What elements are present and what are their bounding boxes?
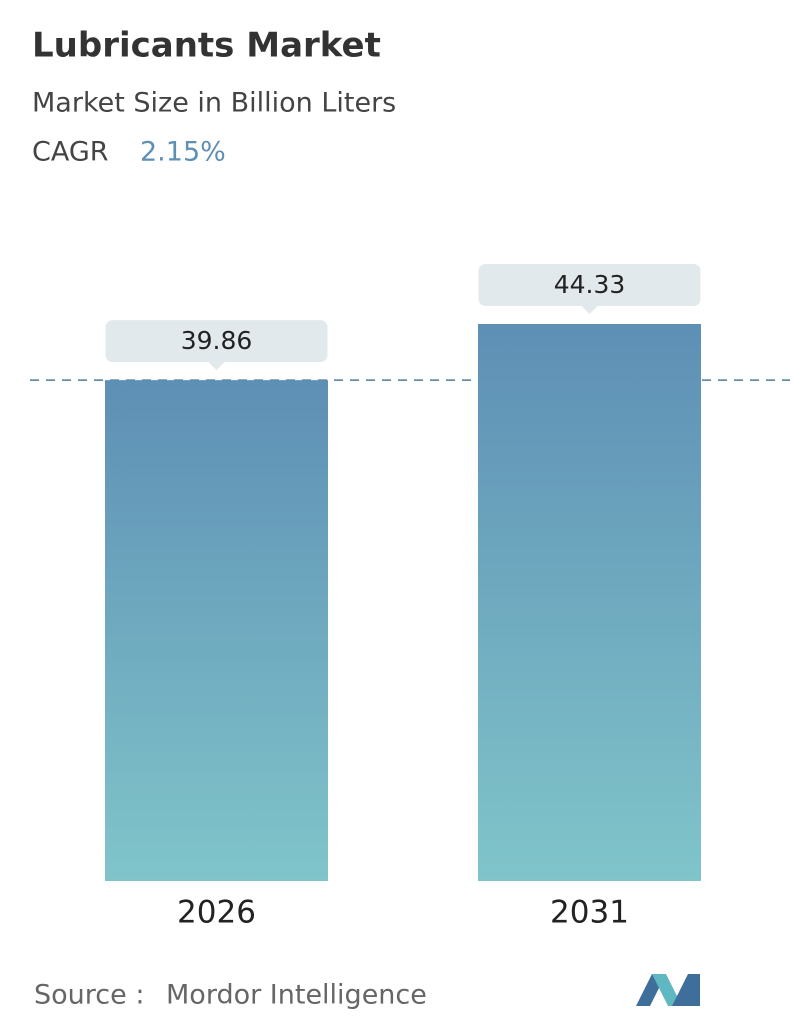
- value-label: 44.33: [554, 270, 626, 299]
- value-label-box: [478, 264, 701, 306]
- x-tick-label: 2031: [550, 895, 629, 931]
- value-label-pointer: [581, 306, 598, 314]
- logo: [636, 974, 700, 1006]
- value-label: 39.86: [181, 326, 253, 355]
- bar: [105, 380, 328, 881]
- value-label-box: [105, 320, 328, 363]
- x-tick-label: 2026: [177, 895, 256, 931]
- chart-subtitle: Market Size in Billion Liters: [32, 88, 396, 119]
- cagr-value: 2.15%: [140, 137, 226, 168]
- cagr-label: CAGR: [32, 137, 109, 168]
- value-label-pointer: [208, 362, 225, 371]
- source-label: Source :: [34, 980, 144, 1011]
- source: Mordor Intelligence: [166, 980, 427, 1011]
- bar: [478, 324, 701, 881]
- chart-title: Lubricants Market: [32, 26, 381, 66]
